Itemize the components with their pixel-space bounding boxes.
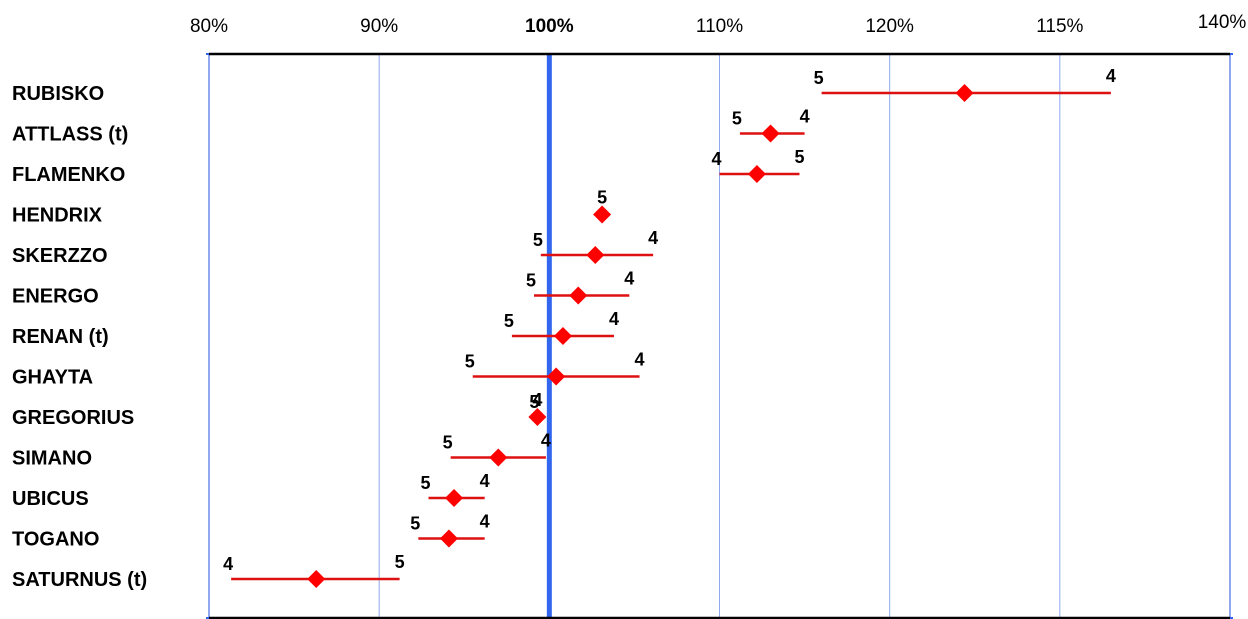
low-end-label-simano: 5 (443, 433, 453, 453)
high-end-label-skerzzo: 4 (648, 228, 658, 248)
high-end-label-rubisko: 4 (1106, 66, 1116, 86)
high-end-label-hendrix: 5 (597, 188, 607, 208)
category-label-togano: TOGANO (12, 529, 99, 551)
high-end-label-energo: 4 (624, 269, 634, 289)
point-marker-energo (569, 286, 588, 305)
low-end-label-skerzzo: 5 (533, 230, 543, 250)
point-marker-skerzzo (586, 246, 605, 264)
tick-label-115: 115% (1036, 16, 1083, 37)
low-end-label-rubisko: 5 (814, 68, 824, 88)
tick-label-80: 80% (190, 16, 228, 37)
high-end-label-attlass-t: 4 (800, 107, 810, 127)
high-end-label-ghayta: 4 (635, 350, 645, 370)
grid-lines (206, 53, 1233, 619)
point-marker-flamenko (747, 165, 766, 183)
low-end-label-flamenko: 4 (712, 149, 722, 169)
tick-label-110: 110% (696, 16, 743, 37)
high-end-label-saturnus-t: 5 (395, 552, 405, 572)
category-label-hendrix: HENDRIX (12, 205, 103, 227)
tick-label-100: 100% (525, 16, 574, 37)
tick-labels: 80% 90% 100% 110% 120% 115% 140% (190, 12, 1246, 37)
low-end-label-attlass-t: 5 (732, 109, 742, 129)
category-labels: RUBISKO ATTLASS (t) FLAMENKO HENDRIX SKERZZO… (12, 83, 147, 591)
range-lines (231, 91, 1111, 581)
low-end-label-ubicus: 5 (421, 473, 431, 493)
low-end-label-ghayta: 5 (465, 352, 475, 372)
low-end-label-saturnus-t: 4 (223, 554, 233, 574)
tick-label-140: 140% (1198, 12, 1247, 33)
category-label-gregorius: GREGORIUS (12, 407, 134, 429)
point-marker-togano (439, 529, 458, 548)
category-label-energo: ENERGO (12, 286, 99, 308)
category-label-saturnus-t: SATURNUS (t) (12, 569, 147, 591)
category-label-attlass-t: ATTLASS (t) (12, 124, 128, 146)
point-marker-ghayta (547, 367, 566, 386)
point-marker-attlass-t (761, 124, 780, 143)
high-end-label-flamenko: 5 (794, 147, 804, 167)
high-end-label-gregorius: 4 (532, 390, 542, 410)
point-marker-ubicus (445, 489, 464, 507)
low-end-label-gregorius: 5 (529, 392, 539, 412)
high-end-label-ubicus: 4 (480, 471, 490, 491)
high-end-label-togano: 4 (480, 512, 490, 532)
point-marker-hendrix (593, 205, 612, 224)
category-label-skerzzo: SKERZZO (12, 245, 108, 267)
category-label-flamenko: FLAMENKO (12, 164, 125, 186)
point-marker-simano (489, 448, 508, 467)
point-marker-rubisko (955, 84, 974, 102)
axes (209, 52, 1230, 619)
tick-label-90: 90% (360, 16, 398, 37)
category-label-ghayta: GHAYTA (12, 367, 93, 389)
category-label-simano: SIMANO (12, 448, 92, 470)
category-label-rubisko: RUBISKO (12, 83, 104, 105)
category-label-renan-t: RENAN (t) (12, 326, 109, 348)
point-marker-gregorius (528, 408, 547, 426)
low-end-label-togano: 5 (410, 514, 420, 534)
low-end-label-renan-t: 5 (504, 311, 514, 331)
low-end-label-energo: 5 (526, 271, 536, 291)
high-end-label-renan-t: 4 (609, 309, 619, 329)
tick-label-120: 120% (865, 16, 914, 37)
point-marker-saturnus-t (307, 570, 326, 588)
point-markers (307, 84, 974, 588)
high-end-label-simano: 4 (541, 431, 551, 451)
point-marker-renan-t (553, 327, 572, 345)
category-label-ubicus: UBICUS (12, 488, 89, 510)
